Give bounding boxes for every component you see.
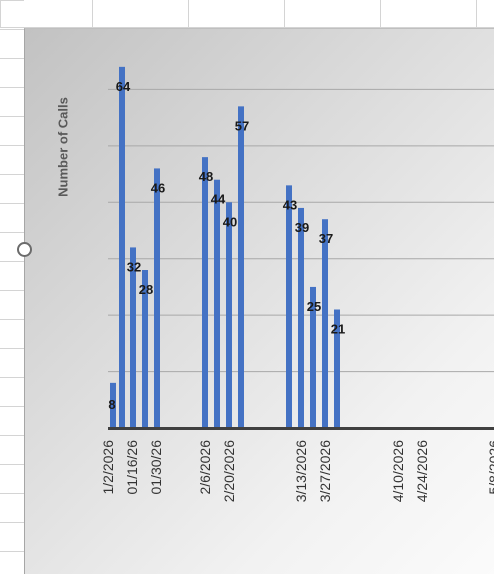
bar[interactable] [110, 382, 116, 428]
bar[interactable] [298, 207, 304, 428]
x-tick-label: 2/20/2026 [221, 440, 237, 502]
bar[interactable] [226, 202, 232, 428]
x-tick-label: 4/10/2026 [390, 440, 406, 502]
x-tick-label: 2/6/2026 [197, 440, 213, 495]
bar[interactable] [310, 286, 316, 428]
data-label: 40 [223, 214, 237, 229]
data-label: 25 [307, 299, 321, 314]
data-label: 64 [116, 79, 131, 94]
bar[interactable] [119, 66, 125, 428]
bar[interactable] [142, 270, 148, 428]
x-tick-label: 3/13/2026 [293, 440, 309, 502]
data-label: 39 [295, 220, 309, 235]
data-label: 57 [235, 118, 249, 133]
data-label: 8 [108, 397, 115, 412]
bar[interactable] [202, 157, 208, 428]
data-label: 48 [199, 169, 213, 184]
data-label: 43 [283, 197, 297, 212]
bar[interactable] [154, 168, 160, 428]
x-tick-label: 5/8/2026 [486, 440, 494, 495]
chart-area[interactable] [24, 28, 494, 574]
data-label: 44 [211, 192, 226, 207]
bar[interactable] [130, 247, 136, 428]
data-label: 37 [319, 231, 333, 246]
data-label: 46 [151, 180, 165, 195]
x-tick-label: 1/2/2026 [100, 440, 116, 495]
x-tick-label: 4/24/2026 [414, 440, 430, 502]
x-tick-label: 01/30/26 [148, 440, 164, 495]
resize-handle[interactable] [17, 242, 32, 257]
data-label: 32 [127, 259, 141, 274]
bar[interactable] [322, 219, 328, 428]
bar[interactable] [238, 106, 244, 428]
bar[interactable] [286, 185, 292, 428]
data-label: 21 [331, 322, 345, 337]
data-label: 28 [139, 282, 153, 297]
bar[interactable] [334, 309, 340, 429]
x-tick-label: 3/27/2026 [317, 440, 333, 502]
x-tick-label: 01/16/26 [124, 440, 140, 495]
bar[interactable] [214, 179, 220, 428]
